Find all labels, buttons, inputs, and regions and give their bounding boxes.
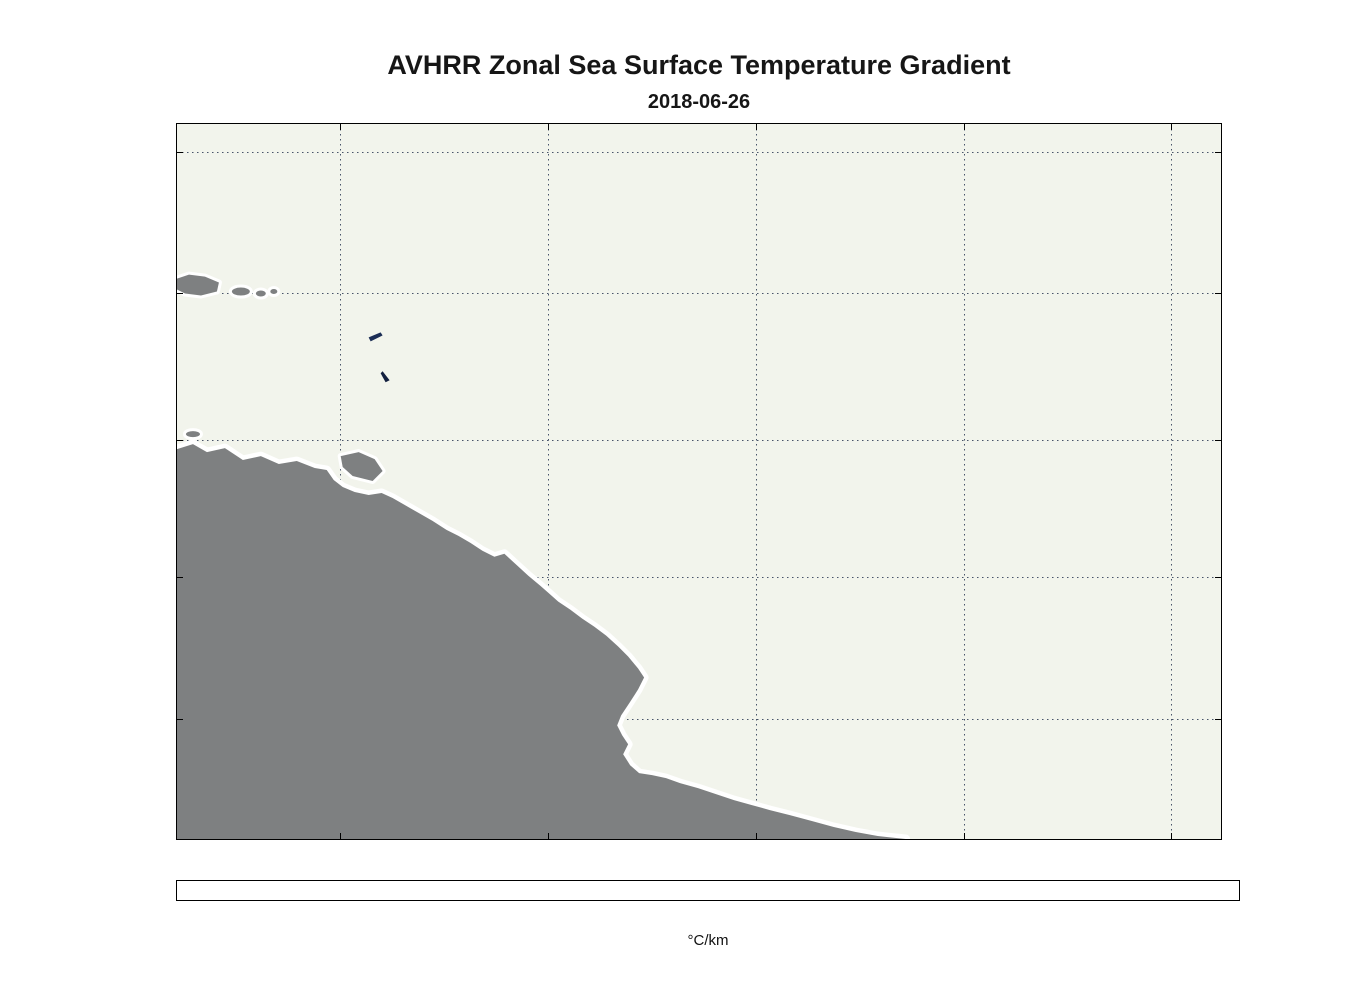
plot-inner xyxy=(177,124,1221,839)
axis-tick xyxy=(755,833,757,839)
axis-tick xyxy=(548,124,550,130)
axis-tick xyxy=(340,124,342,130)
island-fill xyxy=(255,290,266,297)
island-fill xyxy=(185,431,200,438)
axis-tick xyxy=(548,833,550,839)
chart-title: AVHRR Zonal Sea Surface Temperature Grad… xyxy=(387,50,1011,80)
axis-tick xyxy=(340,833,342,839)
axis-tick xyxy=(177,152,183,154)
chart-subtitle: 2018-06-26 xyxy=(647,91,751,113)
gridline-vertical xyxy=(755,124,757,839)
islands-lesser-antilles xyxy=(228,284,281,300)
axis-tick xyxy=(963,124,965,130)
gridline-horizontal xyxy=(177,439,1221,441)
gridline-horizontal xyxy=(177,152,1221,154)
plot-area xyxy=(176,123,1222,840)
island-trinidad xyxy=(337,449,386,484)
island-fill xyxy=(340,452,383,482)
colorbar xyxy=(176,880,1240,901)
island-fill xyxy=(231,287,250,296)
landmass-fill xyxy=(177,444,906,839)
axis-tick xyxy=(755,124,757,130)
dark-anomaly-mark xyxy=(368,332,383,342)
axis-tick xyxy=(1215,577,1221,579)
gridline-vertical xyxy=(1171,124,1173,839)
axis-tick xyxy=(177,577,183,579)
gridline-horizontal xyxy=(177,577,1221,579)
axis-tick xyxy=(1171,833,1173,839)
axis-tick xyxy=(177,293,183,295)
y-axis-labels xyxy=(86,123,168,840)
colorbar-ticks xyxy=(176,901,1240,907)
axis-tick xyxy=(963,833,965,839)
gridline-vertical xyxy=(548,124,550,839)
colorbar-labels xyxy=(176,910,1240,928)
landmass-south-america xyxy=(177,439,911,839)
axis-tick xyxy=(1215,293,1221,295)
axis-tick xyxy=(1215,718,1221,720)
island-fill xyxy=(270,289,278,295)
island-margarita xyxy=(182,428,203,441)
island-puerto-rico xyxy=(177,271,222,299)
island-fill xyxy=(177,274,219,296)
axis-tick xyxy=(177,718,183,720)
gridline-horizontal xyxy=(177,293,1221,295)
gridline-vertical xyxy=(963,124,965,839)
x-axis-labels xyxy=(176,848,1222,868)
land-overlay xyxy=(177,271,911,839)
axis-ticks xyxy=(177,124,1221,839)
axis-tick xyxy=(1215,439,1221,441)
axis-tick xyxy=(177,439,183,441)
gridline-horizontal xyxy=(177,718,1221,720)
colorbar-units-label: °C/km xyxy=(687,932,729,949)
colorbar-gradient xyxy=(177,881,1239,900)
dark-anomaly-mark xyxy=(380,371,390,383)
axis-tick xyxy=(1215,152,1221,154)
axis-tick xyxy=(1171,124,1173,130)
